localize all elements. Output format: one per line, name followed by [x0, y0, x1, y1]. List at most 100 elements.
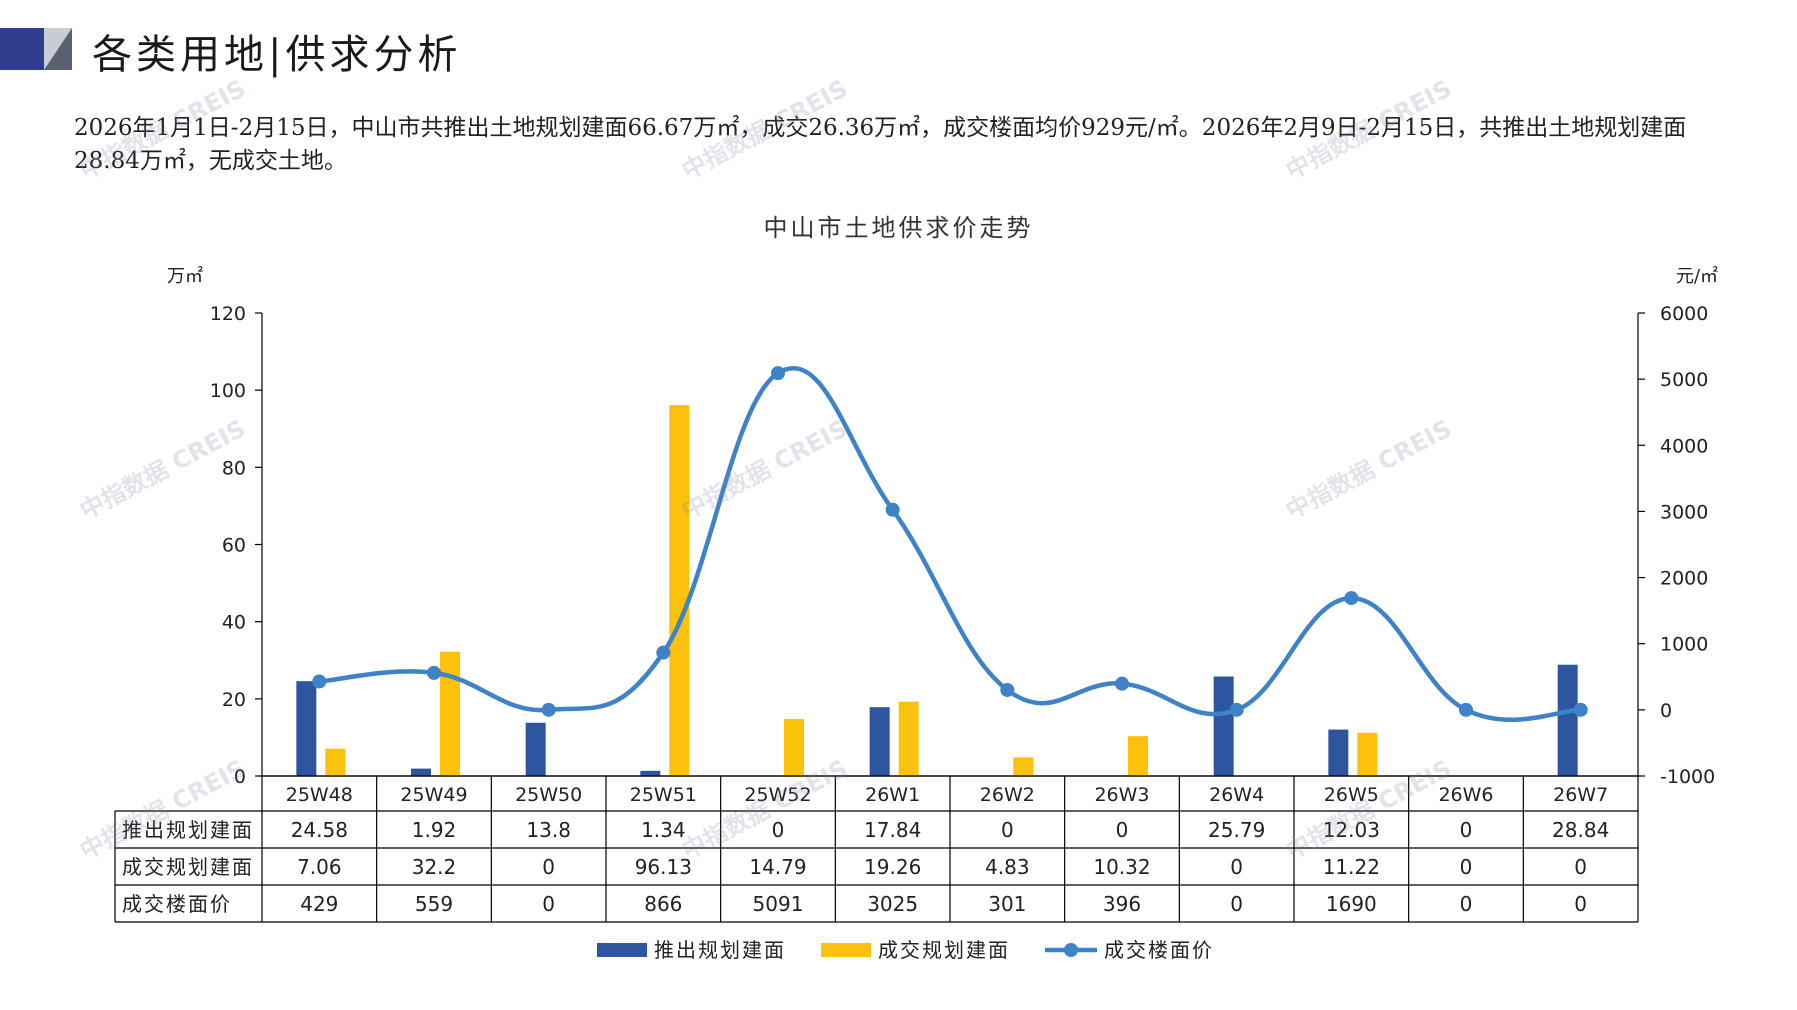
supply-bar [869, 707, 890, 776]
price-point [1459, 702, 1473, 717]
deal-bar [1128, 736, 1148, 776]
x-category-label: 25W48 [286, 784, 353, 806]
x-category-label: 25W52 [744, 784, 811, 806]
table-value: 0 [1460, 818, 1473, 842]
price-point [1229, 702, 1244, 717]
table-value: 0 [1116, 818, 1129, 842]
table-row-label: 成交楼面价 [122, 892, 232, 916]
x-category-label: 26W3 [1094, 784, 1149, 806]
deal-bar [1013, 757, 1034, 776]
table-value: 0 [1001, 818, 1014, 842]
supply-bar [525, 722, 546, 776]
table-value: 96.13 [635, 855, 692, 879]
y-right-tick-label: 2000 [1660, 568, 1708, 590]
legend-price-marker [1064, 943, 1078, 957]
table-value: 0 [1230, 892, 1243, 916]
supply-bar [1213, 676, 1234, 776]
y-right-tick-label: 5000 [1660, 369, 1708, 391]
table-value: 866 [644, 892, 682, 916]
price-point [1573, 702, 1588, 717]
y-left-tick-label: 100 [210, 380, 246, 402]
y-left-tick-label: 0 [234, 766, 246, 788]
table-value: 17.84 [864, 818, 921, 842]
y-right-tick-label: 3000 [1660, 501, 1708, 523]
table-value: 0 [1230, 855, 1243, 879]
price-point [541, 702, 556, 717]
table-row-label: 成交规划建面 [122, 855, 254, 879]
x-category-label: 26W5 [1324, 784, 1379, 806]
price-point [1344, 591, 1359, 606]
table-value: 14.79 [749, 855, 806, 879]
table-value: 0 [1460, 855, 1473, 879]
deal-bar [898, 701, 919, 776]
table-value: 0 [1460, 892, 1473, 916]
table-value: 429 [300, 892, 338, 916]
price-point [1115, 676, 1129, 691]
x-category-label: 26W2 [980, 784, 1035, 806]
legend-deal-swatch [821, 943, 871, 957]
table-value: 1.92 [412, 818, 457, 842]
deal-bar [784, 718, 804, 776]
price-point [771, 366, 785, 381]
table-value: 4.83 [985, 855, 1030, 879]
supply-bar [411, 768, 431, 776]
y-left-tick-label: 120 [210, 303, 246, 325]
x-category-label: 25W50 [515, 784, 582, 806]
table-row-label: 推出规划建面 [122, 818, 254, 842]
price-point [312, 674, 327, 689]
y-left-tick-label: 40 [222, 612, 246, 634]
y-right-tick-label: -1000 [1660, 766, 1715, 788]
y-right-unit: 元/㎡ [1676, 265, 1718, 287]
table-value: 0 [1574, 892, 1587, 916]
x-category-label: 25W51 [630, 784, 697, 806]
table-value: 19.26 [864, 855, 921, 879]
price-point [656, 645, 671, 660]
y-left-tick-label: 60 [222, 535, 246, 557]
supply-bar [1328, 729, 1349, 776]
legend-deal-label: 成交规划建面 [878, 938, 1010, 962]
summary-text: 2026年1月1日-2月15日，中山市共推出土地规划建面66.67万㎡，成交26… [74, 115, 1687, 174]
y-left-tick-label: 80 [222, 457, 246, 479]
table-value: 396 [1103, 892, 1141, 916]
table-value: 13.8 [526, 818, 571, 842]
y-left-tick-label: 20 [222, 689, 246, 711]
deal-bar [440, 651, 460, 776]
price-point [1000, 682, 1015, 697]
deal-bar [325, 748, 346, 776]
table-value: 12.03 [1323, 818, 1380, 842]
table-value: 1.34 [641, 818, 686, 842]
table-value: 301 [988, 892, 1026, 916]
table-value: 0 [1574, 855, 1587, 879]
table-value: 7.06 [297, 855, 342, 879]
y-right-tick-label: 4000 [1660, 435, 1708, 457]
header-decoration-blue [0, 28, 44, 70]
page-title: 各类用地|供求分析 [92, 32, 462, 78]
x-category-label: 26W4 [1209, 784, 1264, 806]
price-point [427, 665, 441, 680]
y-left-unit: 万㎡ [167, 265, 203, 287]
table-value: 10.32 [1093, 855, 1150, 879]
supply-bar [1557, 664, 1578, 776]
supply-bar [296, 681, 317, 776]
table-value: 24.58 [291, 818, 348, 842]
table-value: 0 [542, 855, 555, 879]
table-value: 1690 [1326, 892, 1377, 916]
y-right-tick-label: 6000 [1660, 303, 1708, 325]
y-right-tick-label: 0 [1660, 700, 1672, 722]
table-value: 559 [415, 892, 453, 916]
table-value: 0 [772, 818, 785, 842]
price-line [319, 365, 1581, 723]
table-value: 25.79 [1208, 818, 1265, 842]
price-point [885, 502, 900, 517]
table-value: 11.22 [1323, 855, 1380, 879]
table-value: 5091 [753, 892, 804, 916]
table-value: 0 [542, 892, 555, 916]
x-category-label: 26W7 [1553, 784, 1608, 806]
x-category-label: 25W49 [400, 784, 467, 806]
legend-supply-label: 推出规划建面 [654, 938, 786, 962]
deal-bar [669, 405, 690, 776]
y-right-tick-label: 1000 [1660, 634, 1708, 656]
table-value: 28.84 [1552, 818, 1609, 842]
supply-bar [640, 770, 661, 776]
